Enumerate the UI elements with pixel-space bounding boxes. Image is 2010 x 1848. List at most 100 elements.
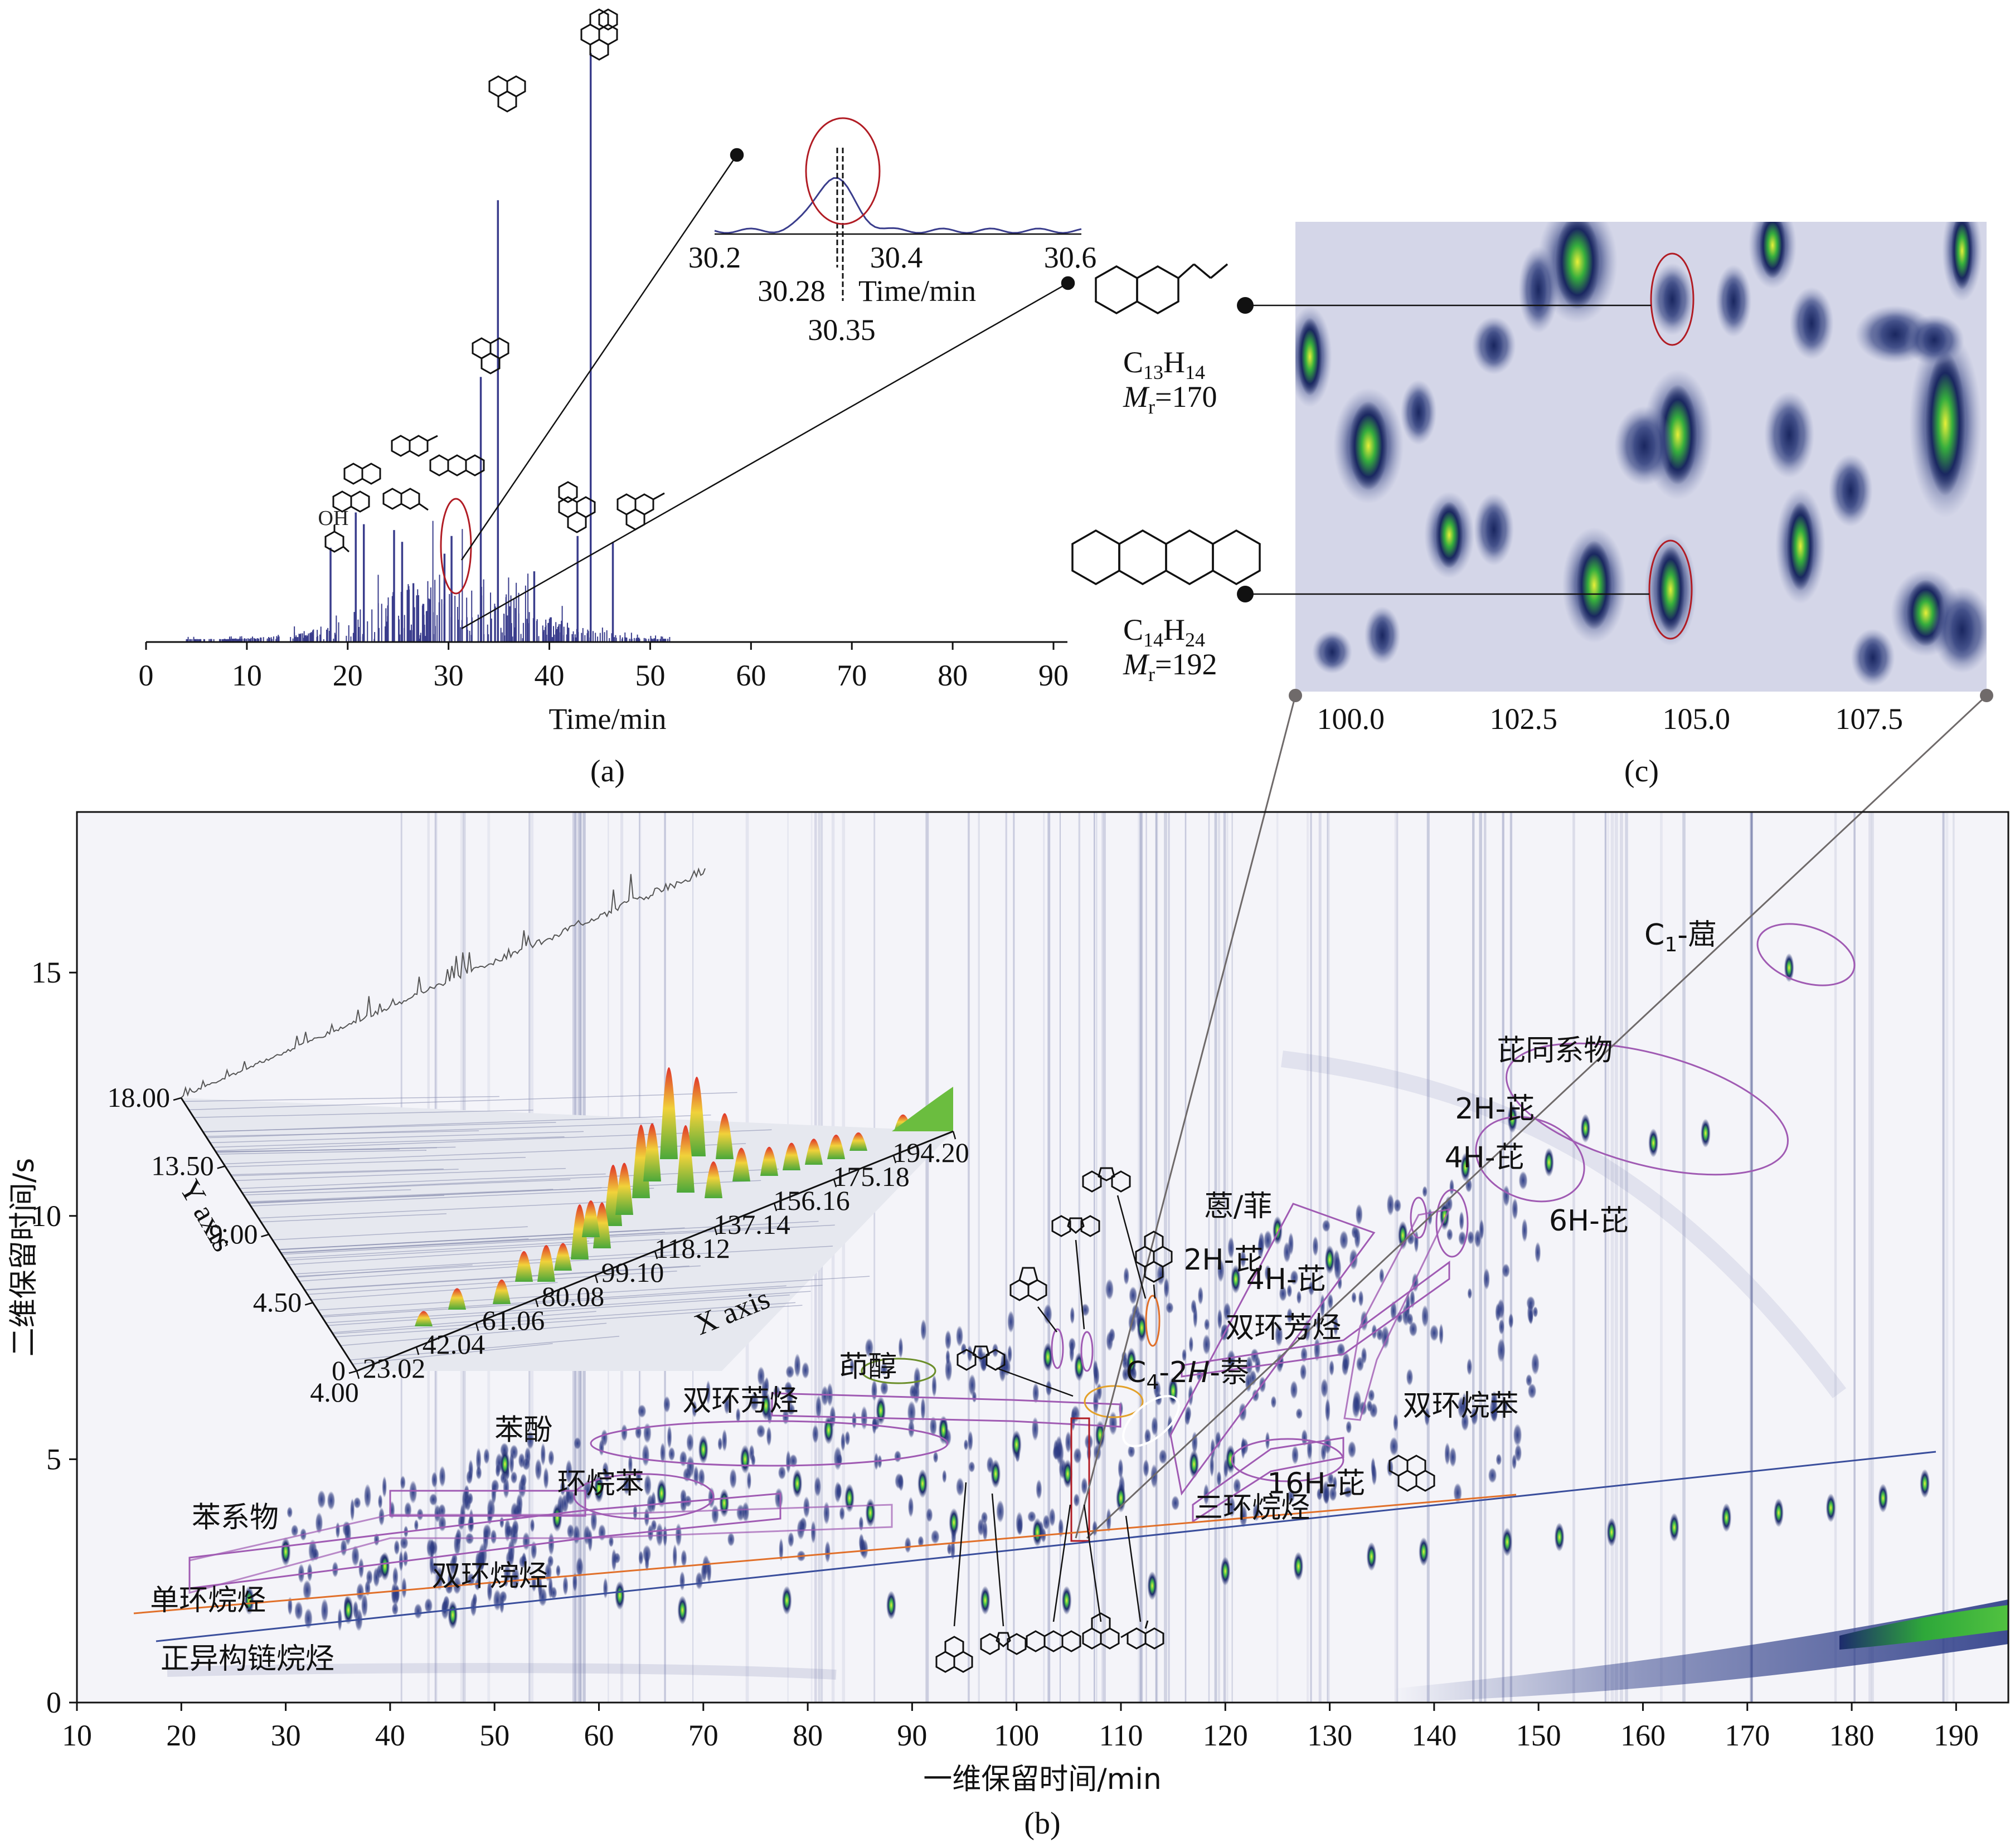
b-minor-spot — [1308, 1281, 1315, 1296]
b-minor-spot — [1031, 1417, 1039, 1441]
b-minor-spot — [1065, 1431, 1072, 1453]
b-minor-spot — [785, 1450, 791, 1474]
b-minor-spot — [1518, 1171, 1528, 1190]
i3d-xtick-mark — [833, 1179, 837, 1188]
b-minor-spot — [1129, 1286, 1138, 1305]
b-minor-spot — [1497, 1338, 1506, 1363]
b-minor-spot — [402, 1550, 409, 1567]
heat-spot — [1723, 273, 1744, 329]
region-aromatics-band — [1181, 1261, 1450, 1378]
heat-spot — [1786, 502, 1814, 591]
b-minor-spot — [1245, 1355, 1253, 1375]
b-minor-spot — [1514, 1444, 1522, 1462]
i3d-grid-line — [332, 1311, 596, 1333]
i3d-grid-line — [183, 1096, 499, 1102]
b-minor-spot — [477, 1548, 485, 1572]
b-spot — [1115, 1484, 1126, 1513]
b-minor-spot — [1121, 1367, 1129, 1382]
b-minor-spot — [1526, 1374, 1532, 1387]
b-minor-spot — [1470, 1407, 1478, 1426]
b-minor-spot — [1071, 1405, 1080, 1423]
b-minor-spot — [394, 1539, 400, 1555]
b-compound-label: 2H-芘 — [1455, 1092, 1535, 1126]
b-minor-spot — [880, 1380, 889, 1395]
structure-b-bottom-2-icon — [980, 1632, 1027, 1655]
structure-perhydroanthracene-icon — [1071, 529, 1261, 586]
b-spot — [823, 1415, 834, 1445]
b-minor-spot — [968, 1431, 973, 1452]
b-minor-spot — [945, 1330, 951, 1350]
b-minor-spot — [982, 1520, 988, 1541]
b-minor-spot — [1459, 1211, 1464, 1231]
b-minor-spot — [1245, 1372, 1252, 1393]
b-minor-spot — [944, 1358, 953, 1382]
i3d-grid-line — [304, 1265, 701, 1291]
b-minor-spot — [516, 1493, 523, 1515]
b-minor-spot — [1444, 1442, 1450, 1466]
i3d-grid-line — [242, 1179, 571, 1193]
i3d-grid-line — [217, 1150, 426, 1155]
b-minor-spot — [815, 1395, 822, 1419]
structure-b-bottom-5-icon — [1120, 1620, 1164, 1650]
i3d-grid-line — [311, 1282, 558, 1301]
b-minor-spot — [562, 1575, 569, 1596]
b-spot — [1784, 953, 1794, 983]
i3d-peak — [760, 1146, 778, 1176]
b-minor-spot — [1049, 1507, 1056, 1527]
b-spot — [1878, 1484, 1888, 1513]
i3d-xtick-mark — [415, 1346, 420, 1355]
b-spot — [552, 1503, 562, 1533]
i3d-xtick-label: 137.14 — [713, 1209, 790, 1240]
b-minor-spot — [967, 1345, 973, 1363]
i3d-xtick-label: 99.10 — [601, 1257, 664, 1288]
b-minor-spot — [391, 1603, 399, 1616]
b-minor-spot — [858, 1533, 865, 1551]
i3d-peak — [660, 1067, 678, 1159]
b-minor-spot — [802, 1361, 809, 1379]
i3d-ytick-label: 0 — [332, 1355, 346, 1386]
i3d-grid-line — [333, 1302, 796, 1335]
b-minor-spot — [663, 1525, 668, 1547]
panel-b-arrows — [953, 1195, 1156, 1627]
b-xtick-label: 40 — [375, 1719, 405, 1752]
heat-spot — [1628, 415, 1661, 476]
b-minor-spot — [509, 1452, 514, 1475]
b-minor-spot — [1474, 1229, 1482, 1248]
b-minor-spot — [679, 1450, 687, 1467]
b-minor-spot — [1217, 1309, 1222, 1330]
formula-c13h14: C13H14 — [1123, 346, 1205, 383]
b-minor-spot — [904, 1536, 911, 1554]
b-minor-spot — [315, 1512, 323, 1534]
b-minor-spot — [955, 1325, 964, 1347]
b-minor-spot — [1527, 1383, 1537, 1399]
panel-a-noise-trace — [186, 521, 671, 642]
b-minor-spot — [933, 1451, 939, 1463]
i3d-grid-line — [212, 1136, 565, 1148]
b-minor-spot — [487, 1580, 493, 1602]
b-minor-spot — [1483, 1268, 1490, 1290]
b-minor-spot — [414, 1519, 419, 1531]
b-minor-spot — [693, 1465, 699, 1487]
b-minor-spot — [308, 1539, 317, 1563]
b-minor-spot — [785, 1365, 795, 1379]
b-minor-spot — [702, 1555, 710, 1575]
b-xtick-label: 120 — [1203, 1719, 1248, 1752]
label-c1-chrysene: C1-䓛 — [1644, 918, 1717, 956]
b-minor-spot — [522, 1531, 530, 1551]
region-small-2 — [1080, 1331, 1094, 1372]
region-white-circle — [1122, 1395, 1180, 1447]
b-minor-spot — [1371, 1464, 1377, 1486]
i3d-grid-line — [249, 1187, 602, 1204]
b-minor-spot — [907, 1400, 916, 1424]
formula-c14h24: C14H24 — [1123, 613, 1205, 651]
b-minor-spot — [317, 1490, 326, 1509]
b-spot — [244, 1586, 255, 1615]
b-minor-spot — [361, 1593, 368, 1617]
b-minor-spot — [1042, 1514, 1050, 1530]
heat-spot — [1527, 256, 1550, 323]
region-red-box — [1070, 1417, 1090, 1542]
b-minor-spot — [1287, 1489, 1295, 1503]
b-minor-spot — [917, 1535, 924, 1548]
a-xtick-label: 90 — [1038, 659, 1069, 692]
b-minor-spot — [1106, 1507, 1111, 1533]
